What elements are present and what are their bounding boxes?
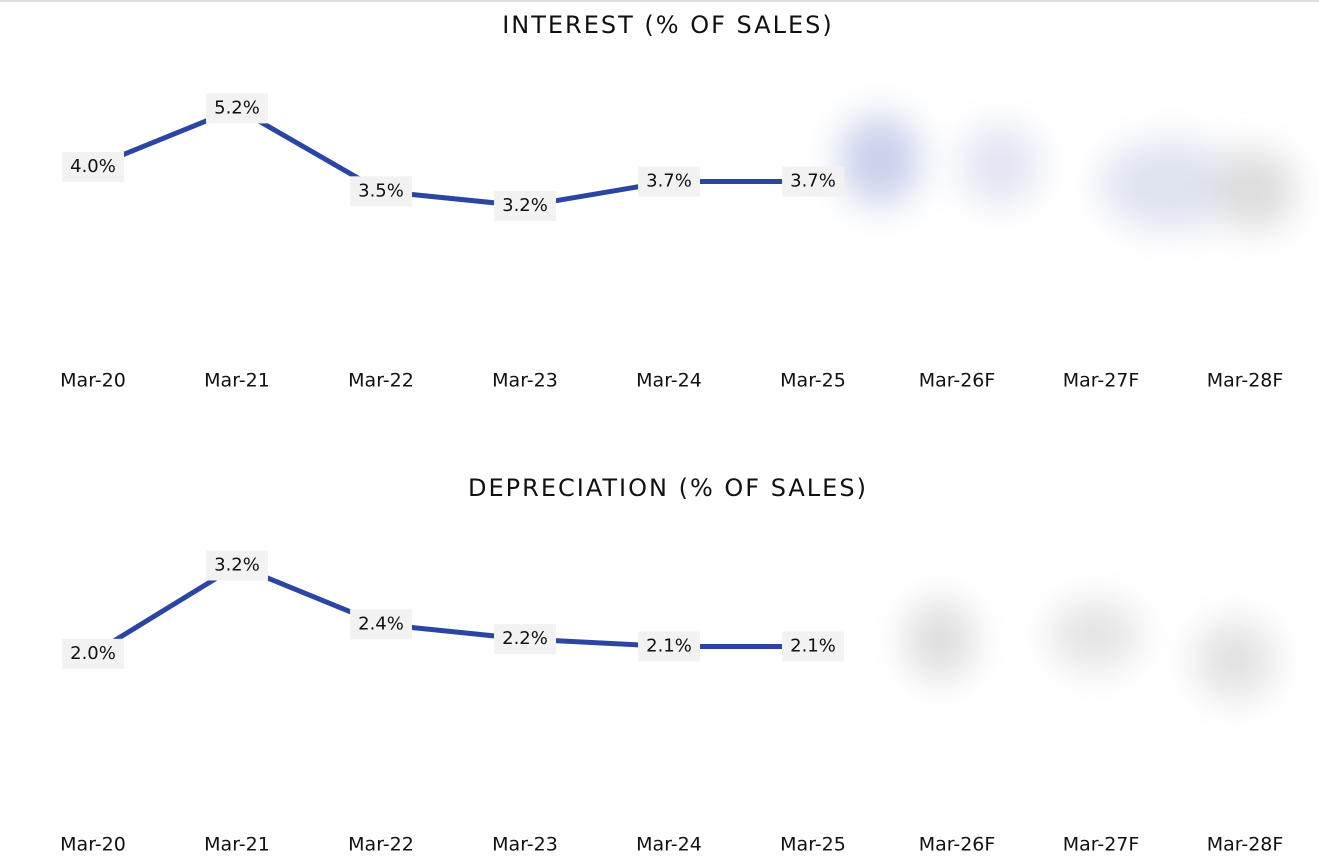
data-label-bg <box>206 550 268 581</box>
data-label: 3.5% <box>358 180 404 201</box>
series-line <box>91 562 813 656</box>
x-tick-label: Mar-24 <box>636 834 702 856</box>
data-label-bg <box>494 190 556 221</box>
x-tick-label: Mar-22 <box>348 370 414 392</box>
data-label-bg <box>638 631 700 662</box>
data-label: 2.1% <box>646 635 692 656</box>
data-label-bg <box>494 624 556 655</box>
data-label-bg <box>638 166 700 197</box>
data-label: 4.0% <box>70 156 116 177</box>
chart-title: INTEREST (% OF SALES) <box>502 11 834 39</box>
x-tick-label: Mar-28F <box>1207 834 1284 856</box>
x-tick-label: Mar-26F <box>919 370 996 392</box>
data-label: 3.7% <box>790 171 836 192</box>
x-tick-label: Mar-25 <box>780 370 846 392</box>
data-label-bg <box>782 631 844 662</box>
x-tick-label: Mar-21 <box>204 834 270 856</box>
blurred-region <box>840 115 1295 700</box>
x-tick-label: Mar-28F <box>1207 370 1284 392</box>
series-line <box>92 105 813 209</box>
x-tick-label: Mar-24 <box>636 370 702 392</box>
data-label: 3.2% <box>502 195 548 216</box>
data-label: 3.7% <box>646 171 692 192</box>
data-label: 2.1% <box>790 635 836 656</box>
data-label: 2.2% <box>502 628 548 649</box>
x-tick-label: Mar-27F <box>1063 834 1140 856</box>
x-tick-label: Mar-22 <box>348 834 414 856</box>
x-tick-label: Mar-20 <box>60 834 126 856</box>
data-label-bg <box>350 176 412 207</box>
data-label: 3.2% <box>214 554 260 575</box>
x-tick-label: Mar-21 <box>204 370 270 392</box>
data-label: 2.4% <box>358 613 404 634</box>
x-tick-label: Mar-25 <box>780 834 846 856</box>
x-tick-label: Mar-23 <box>492 834 558 856</box>
x-tick-label: Mar-20 <box>60 370 126 392</box>
data-label: 5.2% <box>214 97 260 118</box>
x-tick-label: Mar-23 <box>492 370 558 392</box>
chart-title: DEPRECIATION (% OF SALES) <box>468 474 868 502</box>
data-label-bg <box>782 166 844 197</box>
data-label: 2.0% <box>70 643 116 664</box>
data-label-bg <box>62 151 124 182</box>
data-label-bg <box>62 638 124 669</box>
x-tick-label: Mar-26F <box>919 834 996 856</box>
data-label-bg <box>206 93 268 124</box>
x-tick-label: Mar-27F <box>1063 370 1140 392</box>
data-label-bg <box>350 609 412 640</box>
